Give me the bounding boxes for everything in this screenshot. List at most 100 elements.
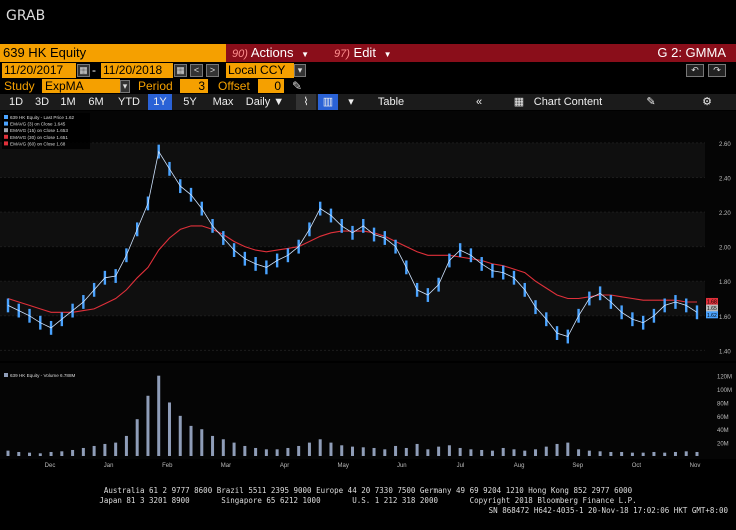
volume-bar: [167, 402, 171, 456]
volume-tick-label: 100M: [717, 388, 732, 394]
volume-bar: [426, 449, 430, 456]
volume-bar: [351, 446, 354, 456]
volume-bar: [340, 445, 344, 456]
legend-swatch: [4, 115, 8, 119]
function-title: G 2: GMMA: [657, 45, 726, 60]
volume-bar: [490, 450, 494, 456]
legend-swatch: [4, 128, 8, 133]
chevron-down-icon[interactable]: ▾: [348, 96, 354, 108]
bar-chart-icon[interactable]: ▥: [318, 94, 338, 110]
chevron-down-icon[interactable]: ▾: [120, 80, 130, 93]
volume-bar: [318, 439, 322, 456]
volume-tick-label: 80M: [717, 401, 729, 407]
frequency-select[interactable]: Daily ▼: [245, 96, 285, 108]
range-tab-ytd[interactable]: YTD: [118, 96, 140, 108]
volume-bar: [641, 452, 645, 456]
range-tab-6m[interactable]: 6M: [88, 96, 104, 108]
study-label: Study: [4, 79, 35, 93]
volume-bar: [415, 443, 419, 456]
ticker-field[interactable]: 639 HK Equity: [0, 44, 226, 62]
volume-bar: [598, 451, 602, 456]
x-tick-label: May: [338, 463, 349, 469]
last-price-tag-label: 1.62: [707, 313, 717, 319]
chevron-right-icon[interactable]: >: [206, 64, 219, 77]
range-tab-1d[interactable]: 1D: [8, 96, 24, 108]
range-tab-3d[interactable]: 3D: [34, 96, 50, 108]
range-tab-1y[interactable]: 1Y: [148, 94, 172, 110]
offset-input[interactable]: 0: [258, 79, 284, 93]
volume-bar: [609, 451, 613, 456]
volume-bar: [329, 442, 333, 456]
x-tick-label: Jul: [457, 463, 465, 469]
edit-chart-icon[interactable]: ✎: [646, 96, 656, 108]
collapse-icon[interactable]: «: [475, 96, 483, 108]
currency-select[interactable]: Local CCY: [226, 63, 294, 78]
x-tick-label: Oct: [632, 463, 642, 469]
price-tick-label: 1.40: [719, 349, 731, 355]
volume-bar: [92, 445, 96, 456]
calendar-icon[interactable]: ▦: [77, 64, 90, 77]
chevron-down-icon[interactable]: ▾: [294, 64, 306, 77]
volume-tick-label: 120M: [717, 375, 732, 381]
chart-content-button[interactable]: Chart Content: [533, 96, 603, 108]
table-button[interactable]: Table: [377, 96, 405, 108]
period-input[interactable]: 3: [180, 79, 208, 93]
volume-bar: [480, 449, 484, 456]
volume-legend: 639 HK Equity - Volume 6.788M: [10, 373, 76, 378]
end-date-input[interactable]: 11/20/2018: [101, 63, 173, 78]
pencil-icon[interactable]: ✎: [292, 79, 303, 93]
study-select[interactable]: ExpMA: [42, 79, 120, 93]
last-price-tag: [706, 311, 718, 319]
calendar-icon[interactable]: ▦: [174, 64, 187, 77]
window-title: GRAB: [6, 8, 46, 24]
volume-bar: [663, 452, 667, 456]
actions-menu-button[interactable]: 90) Actions ▼: [228, 44, 320, 62]
legend-entry: EMAVG (30) on Close 1.651: [10, 135, 68, 140]
x-tick-label: Jun: [397, 463, 407, 469]
x-tick-label: Jan: [104, 463, 114, 469]
volume-bar: [28, 452, 32, 456]
volume-bar: [469, 449, 473, 456]
chevron-left-icon[interactable]: <: [190, 64, 203, 77]
line-chart-icon[interactable]: ⌇: [296, 94, 316, 110]
grid-band: [0, 142, 705, 178]
last-price-tag: [706, 297, 718, 305]
offset-label: Offset: [218, 79, 250, 93]
x-tick-label: Nov: [690, 463, 701, 469]
undo-icon[interactable]: ↶: [686, 64, 704, 77]
frequency-label: Daily: [245, 96, 271, 108]
volume-bar: [114, 442, 118, 456]
x-tick-label: Apr: [280, 463, 289, 469]
volume-bar: [620, 451, 624, 456]
volume-tick-label: 40M: [717, 428, 729, 434]
volume-bar: [71, 449, 75, 456]
volume-bar: [534, 449, 538, 456]
edit-menu-button[interactable]: 97) Edit ▼: [330, 44, 412, 62]
volume-bar: [243, 445, 247, 456]
range-tab-1m[interactable]: 1M: [60, 96, 76, 108]
legend-swatch: [4, 141, 8, 146]
volume-bar: [275, 449, 279, 456]
volume-bar: [361, 447, 365, 456]
gear-icon[interactable]: ⚙: [702, 96, 712, 108]
redo-icon[interactable]: ↷: [708, 64, 726, 77]
footer: Australia 61 2 9777 8600 Brazil 5511 239…: [0, 486, 736, 516]
volume-bar: [6, 450, 10, 456]
volume-bar: [146, 395, 150, 456]
price-chart[interactable]: 2.60 2.40 2.20 2.00 1.80 1.60 1.40 120M 100M 80M 6…: [0, 111, 736, 471]
legend-box: [2, 113, 90, 149]
range-tab-5y[interactable]: 5Y: [183, 96, 197, 108]
volume-bar: [38, 453, 42, 456]
volume-bar: [684, 451, 688, 456]
range-tab-max[interactable]: Max: [212, 96, 234, 108]
chevron-down-icon: ▼: [301, 50, 310, 59]
volume-bar: [404, 447, 408, 456]
volume-bar: [254, 447, 258, 456]
volume-bar: [447, 445, 451, 456]
footer-contacts: Australia 61 2 9777 8600 Brazil 5511 239…: [103, 486, 633, 495]
volume-bar: [458, 447, 462, 456]
edit-label: Edit: [353, 45, 376, 60]
x-tick-label: Feb: [162, 463, 173, 469]
footer-copyright: Japan 81 3 3201 8900 Singapore 65 6212 1…: [99, 496, 637, 505]
start-date-input[interactable]: 11/20/2017: [2, 63, 76, 78]
